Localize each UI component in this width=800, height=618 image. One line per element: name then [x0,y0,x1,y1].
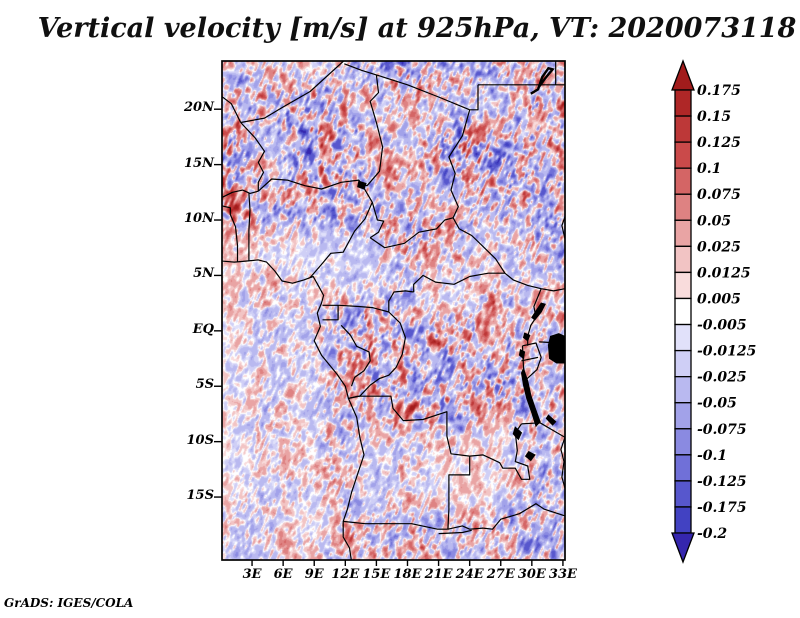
colorbar-segment [674,402,692,430]
colorbar-label: -0.025 [697,370,747,386]
colorbar-label: 0.05 [697,213,731,229]
lon-tick-label: 6E [273,567,293,582]
colorbar-down-arrow [671,532,695,564]
colorbar-segment [674,193,692,221]
colorbar-label: -0.05 [697,396,737,412]
colorbar-segment [674,297,692,326]
colorbar-label: 0.025 [697,239,741,255]
lon-tick-label: 3E [242,567,262,582]
lon-tick-label: 24E [455,567,484,582]
colorbar-label: 0.075 [697,187,741,203]
lat-tick-label: 15S [186,488,214,504]
colorbar-label: -0.0125 [697,344,756,360]
colorbar-segment [674,271,692,300]
lon-tick-label: 12E [331,567,360,582]
lon-tick-label: 33E [548,567,577,582]
colorbar-segment [674,219,692,248]
lon-tick-label: 9E [304,567,324,582]
colorbar-up-arrow [671,59,695,91]
colorbar-label: 0.1 [697,161,721,177]
colorbar-label: 0.0125 [697,265,751,281]
lat-tick-label: 10N [184,211,214,227]
colorbar-label: 0.005 [697,292,741,308]
colorbar-segment [674,141,692,169]
lat-tick-label: EQ [192,321,214,337]
velocity-field-canvas [222,61,565,560]
lon-tick-label: 21E [424,567,453,582]
colorbar-segment [674,428,692,456]
colorbar-label: -0.2 [697,526,727,542]
colorbar-label: -0.175 [697,500,747,516]
grads-credit: GrADS: IGES/COLA [4,596,134,610]
colorbar-label: -0.125 [697,474,747,490]
lat-tick-label: 15N [184,155,214,171]
colorbar-segment [674,245,692,274]
colorbar-segment [674,454,692,482]
colorbar-segment [674,506,692,534]
lat-tick-label: 10S [186,432,214,448]
lon-tick-label: 15E [362,567,391,582]
colorbar: 0.175 0.15 0.125 0.1 0.075 0.05 0.025 0.0125 0.0… [671,59,756,564]
page-title: Vertical velocity [m/s] at 925hPa, VT: 2… [37,13,797,44]
lat-tick-label: 5S [195,377,214,393]
colorbar-label: 0.15 [697,109,731,125]
colorbar-segment [674,115,692,143]
lat-tick-label: 20N [184,100,214,116]
lon-tick-label: 30E [517,567,546,582]
colorbar-segment [674,480,692,508]
lon-tick-label: 27E [486,567,515,582]
colorbar-label: -0.005 [697,318,747,334]
colorbar-segment [674,323,692,352]
colorbar-segment [674,167,692,195]
colorbar-label: 0.125 [697,135,741,151]
colorbar-segment [674,89,692,117]
colorbar-label: -0.075 [697,422,747,438]
lat-tick-label: 5N [193,266,214,282]
colorbar-label: 0.175 [697,83,741,99]
colorbar-segment [674,349,692,378]
colorbar-segment [674,376,692,404]
colorbar-label: -0.1 [697,448,727,464]
lon-tick-label: 18E [393,567,422,582]
